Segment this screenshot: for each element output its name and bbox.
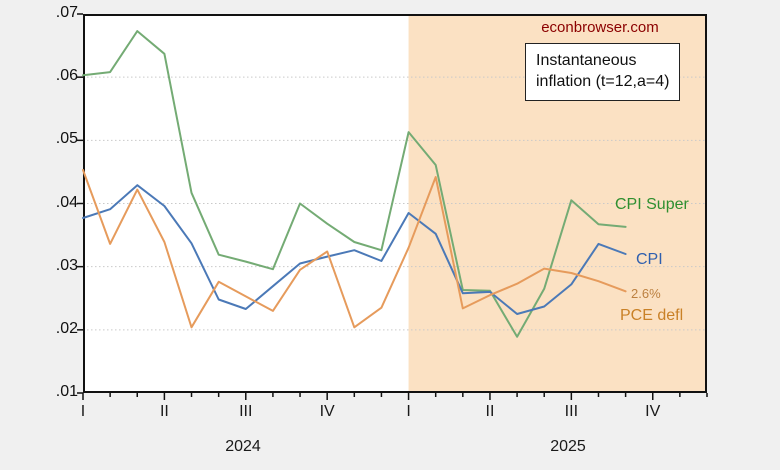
- annotation-line-2: inflation (t=12,a=4): [536, 73, 670, 91]
- x-quarter-label: IV: [645, 403, 661, 420]
- year-label: 2025: [550, 438, 586, 455]
- x-quarter-label: III: [564, 403, 579, 420]
- x-quarter-label: I: [80, 403, 86, 420]
- y-tick-label: .07: [55, 4, 78, 21]
- y-tick-label: .01: [55, 383, 78, 400]
- year-label: 2024: [225, 438, 261, 455]
- x-quarter-label: II: [485, 403, 495, 420]
- series-label-pce: PCE defl: [620, 307, 684, 324]
- site-credit: econbrowser.com: [541, 19, 659, 36]
- annotation-line-1: Instantaneous: [536, 52, 637, 69]
- y-tick-label: .06: [55, 67, 78, 85]
- y-tick-label: .03: [55, 256, 78, 274]
- x-quarter-label: II: [159, 403, 169, 420]
- plot-border: [83, 14, 707, 393]
- series-line-pce-defl: [82, 169, 627, 329]
- annotation-box: Instantaneous inflation (t=12,a=4): [525, 43, 681, 101]
- x-quarter-label: I: [406, 403, 411, 420]
- y-tick-label: .05: [55, 130, 78, 148]
- series-line-cpi: [82, 184, 627, 315]
- y-tick-label: .02: [55, 319, 78, 337]
- x-quarter-label: IV: [319, 403, 335, 420]
- y-tick-label: .04: [55, 193, 78, 211]
- series-line-cpi-super: [82, 30, 627, 338]
- series-last-value-pce: 2.6%: [631, 286, 661, 301]
- series-label-cpi-super: CPI Super: [615, 196, 689, 213]
- series-label-cpi: CPI: [636, 251, 663, 268]
- x-quarter-label: III: [239, 403, 253, 420]
